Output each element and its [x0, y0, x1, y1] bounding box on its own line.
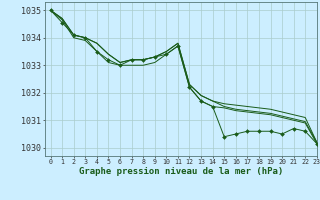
X-axis label: Graphe pression niveau de la mer (hPa): Graphe pression niveau de la mer (hPa) — [79, 167, 283, 176]
